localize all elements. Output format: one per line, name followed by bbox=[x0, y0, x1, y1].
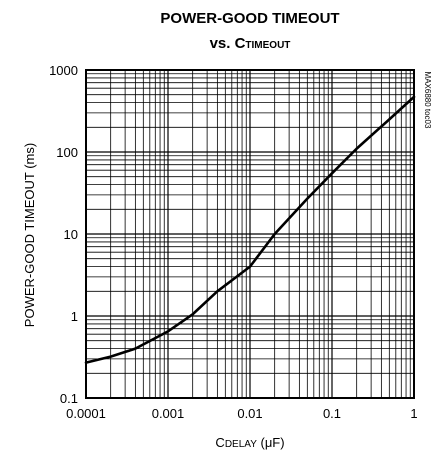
chart-title-subscript: TIMEOUT bbox=[245, 40, 290, 51]
x-tick-label: 1 bbox=[410, 406, 417, 421]
y-tick-label: 1 bbox=[71, 309, 78, 324]
y-axis-label: POWER-GOOD TIMEOUT (ms) bbox=[22, 143, 37, 327]
x-axis-label-unit: (μF) bbox=[257, 435, 285, 450]
x-tick-label: 0.0001 bbox=[66, 406, 106, 421]
x-axis-label-subscript: DELAY bbox=[225, 439, 257, 450]
plot-frame bbox=[85, 69, 415, 399]
chart-title-prefix: vs. C bbox=[210, 35, 246, 52]
chart-title-line-1: POWER-GOOD TIMEOUT bbox=[160, 10, 339, 27]
y-tick-label: 1000 bbox=[49, 63, 78, 78]
y-tick-label: 0.1 bbox=[60, 391, 78, 406]
x-axis-label-main: C bbox=[215, 435, 224, 450]
x-axis-label: CDELAY (μF) bbox=[215, 435, 284, 450]
x-tick-labels: 0.0001 0.001 0.01 0.1 1 bbox=[66, 406, 418, 421]
chart-title-line-2: vs. CTIMEOUT bbox=[210, 35, 291, 52]
y-tick-labels: 0.1 1 10 100 1000 bbox=[49, 63, 78, 406]
y-tick-label: 100 bbox=[56, 145, 78, 160]
x-tick-label: 0.1 bbox=[323, 406, 341, 421]
y-tick-label: 10 bbox=[64, 227, 78, 242]
series-line-power-good-timeout bbox=[84, 95, 416, 364]
x-tick-label: 0.01 bbox=[237, 406, 262, 421]
figure-id-label: MAX6880 toc03 bbox=[423, 72, 432, 129]
grid bbox=[85, 70, 414, 399]
x-tick-label: 0.001 bbox=[152, 406, 185, 421]
